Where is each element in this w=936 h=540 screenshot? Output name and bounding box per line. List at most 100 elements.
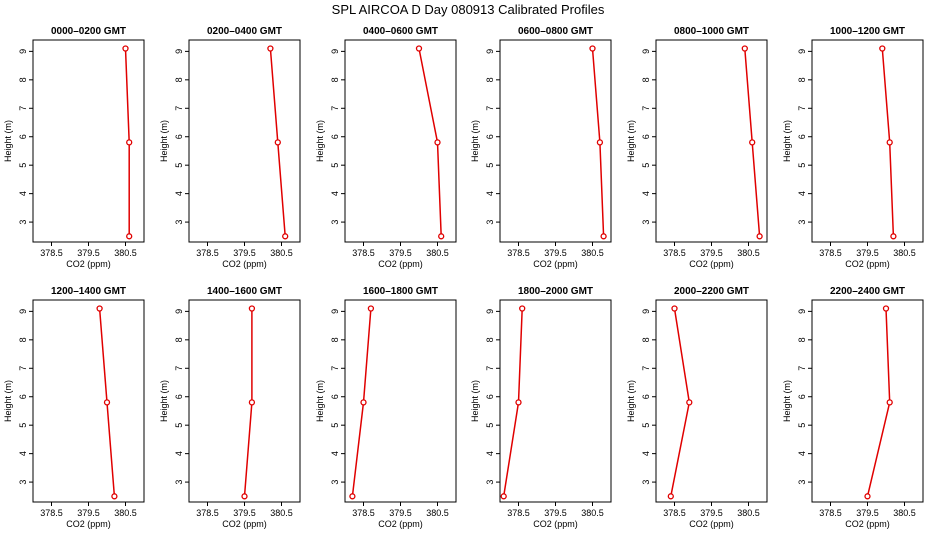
- y-tick-label: 7: [330, 106, 340, 111]
- y-axis-label: Height (m): [159, 380, 169, 422]
- y-axis-label: Height (m): [3, 380, 13, 422]
- series-line: [866, 308, 891, 497]
- x-tick-label: 379.5: [544, 248, 567, 258]
- y-axis-label: Height (m): [626, 120, 636, 162]
- y-tick-label: 7: [797, 106, 807, 111]
- y-tick-label: 6: [18, 394, 28, 399]
- figure-title: SPL AIRCOA D Day 080913 Calibrated Profi…: [332, 2, 605, 17]
- x-axis-label: CO2 (ppm): [533, 259, 578, 269]
- data-point: [241, 493, 248, 500]
- data-point: [749, 139, 756, 146]
- x-tick-label: 378.5: [40, 248, 63, 258]
- y-tick-label: 8: [330, 77, 340, 82]
- y-tick-label: 7: [18, 106, 28, 111]
- y-tick-label: 5: [797, 163, 807, 168]
- y-tick-label: 4: [330, 191, 340, 196]
- x-tick-label: 380.5: [426, 248, 449, 258]
- y-tick-label: 4: [797, 451, 807, 456]
- data-point: [415, 45, 423, 52]
- x-tick-label: 378.5: [196, 508, 219, 518]
- y-tick-label: 4: [485, 451, 495, 456]
- y-tick-label: 4: [18, 451, 28, 456]
- x-tick-label: 378.5: [663, 508, 686, 518]
- data-point: [686, 399, 693, 406]
- y-tick-label: 7: [174, 106, 184, 111]
- panel-title: 0000–0200 GMT: [51, 26, 126, 37]
- data-point: [741, 45, 748, 52]
- data-point: [248, 305, 256, 312]
- plot-frame: [811, 299, 924, 503]
- y-tick-label: 7: [18, 366, 28, 371]
- y-tick-label: 9: [797, 49, 807, 54]
- panel-title: 2000–2200 GMT: [674, 286, 749, 297]
- y-tick-label: 5: [485, 423, 495, 428]
- data-point: [267, 45, 274, 52]
- y-tick-label: 3: [18, 220, 28, 225]
- y-tick-label: 5: [174, 163, 184, 168]
- x-tick-label: 379.5: [856, 248, 879, 258]
- x-axis-label: CO2 (ppm): [378, 259, 423, 269]
- x-tick-label: 380.5: [893, 248, 916, 258]
- x-tick-label: 378.5: [40, 508, 63, 518]
- x-tick-label: 380.5: [893, 508, 916, 518]
- x-tick-label: 380.5: [737, 508, 760, 518]
- data-point: [596, 139, 604, 146]
- y-tick-label: 5: [18, 423, 28, 428]
- data-point: [111, 493, 118, 500]
- panel-title: 0600–0800 GMT: [518, 26, 593, 37]
- x-tick-label: 380.5: [270, 248, 293, 258]
- data-point: [671, 305, 678, 312]
- y-tick-label: 4: [485, 191, 495, 196]
- data-point: [600, 233, 607, 240]
- data-point: [519, 305, 526, 312]
- data-point: [879, 45, 886, 52]
- y-tick-label: 7: [797, 366, 807, 371]
- panel-title: 1000–1200 GMT: [830, 26, 905, 37]
- y-tick-label: 8: [485, 77, 495, 82]
- x-axis-label: CO2 (ppm): [66, 519, 111, 529]
- y-tick-label: 5: [485, 163, 495, 168]
- y-tick-label: 4: [641, 191, 651, 196]
- panel-title: 0800–1000 GMT: [674, 26, 749, 37]
- y-axis-label: Height (m): [3, 120, 13, 162]
- y-tick-label: 6: [641, 394, 651, 399]
- y-tick-label: 6: [174, 134, 184, 139]
- y-tick-label: 6: [797, 394, 807, 399]
- data-point: [96, 305, 103, 312]
- x-tick-label: 379.5: [389, 508, 412, 518]
- x-tick-label: 378.5: [352, 508, 375, 518]
- y-tick-label: 9: [797, 309, 807, 314]
- y-tick-label: 9: [485, 309, 495, 314]
- y-tick-label: 8: [174, 337, 184, 342]
- x-tick-label: 378.5: [352, 248, 375, 258]
- x-tick-label: 378.5: [507, 248, 530, 258]
- y-tick-label: 6: [485, 134, 495, 139]
- y-tick-label: 5: [330, 163, 340, 168]
- y-tick-label: 8: [641, 337, 651, 342]
- y-axis-label: Height (m): [315, 380, 325, 422]
- y-tick-label: 6: [797, 134, 807, 139]
- panel-title: 1200–1400 GMT: [51, 286, 126, 297]
- y-tick-label: 8: [485, 337, 495, 342]
- x-axis-label: CO2 (ppm): [689, 259, 734, 269]
- y-tick-label: 9: [330, 309, 340, 314]
- y-tick-label: 4: [174, 191, 184, 196]
- plot-frame: [188, 299, 301, 503]
- y-tick-label: 7: [485, 366, 495, 371]
- y-tick-label: 8: [797, 337, 807, 342]
- y-tick-label: 3: [641, 480, 651, 485]
- x-tick-label: 378.5: [819, 248, 842, 258]
- y-axis-label: Height (m): [315, 120, 325, 162]
- y-tick-label: 7: [174, 366, 184, 371]
- y-tick-label: 3: [485, 480, 495, 485]
- y-tick-label: 5: [330, 423, 340, 428]
- data-point: [890, 233, 897, 240]
